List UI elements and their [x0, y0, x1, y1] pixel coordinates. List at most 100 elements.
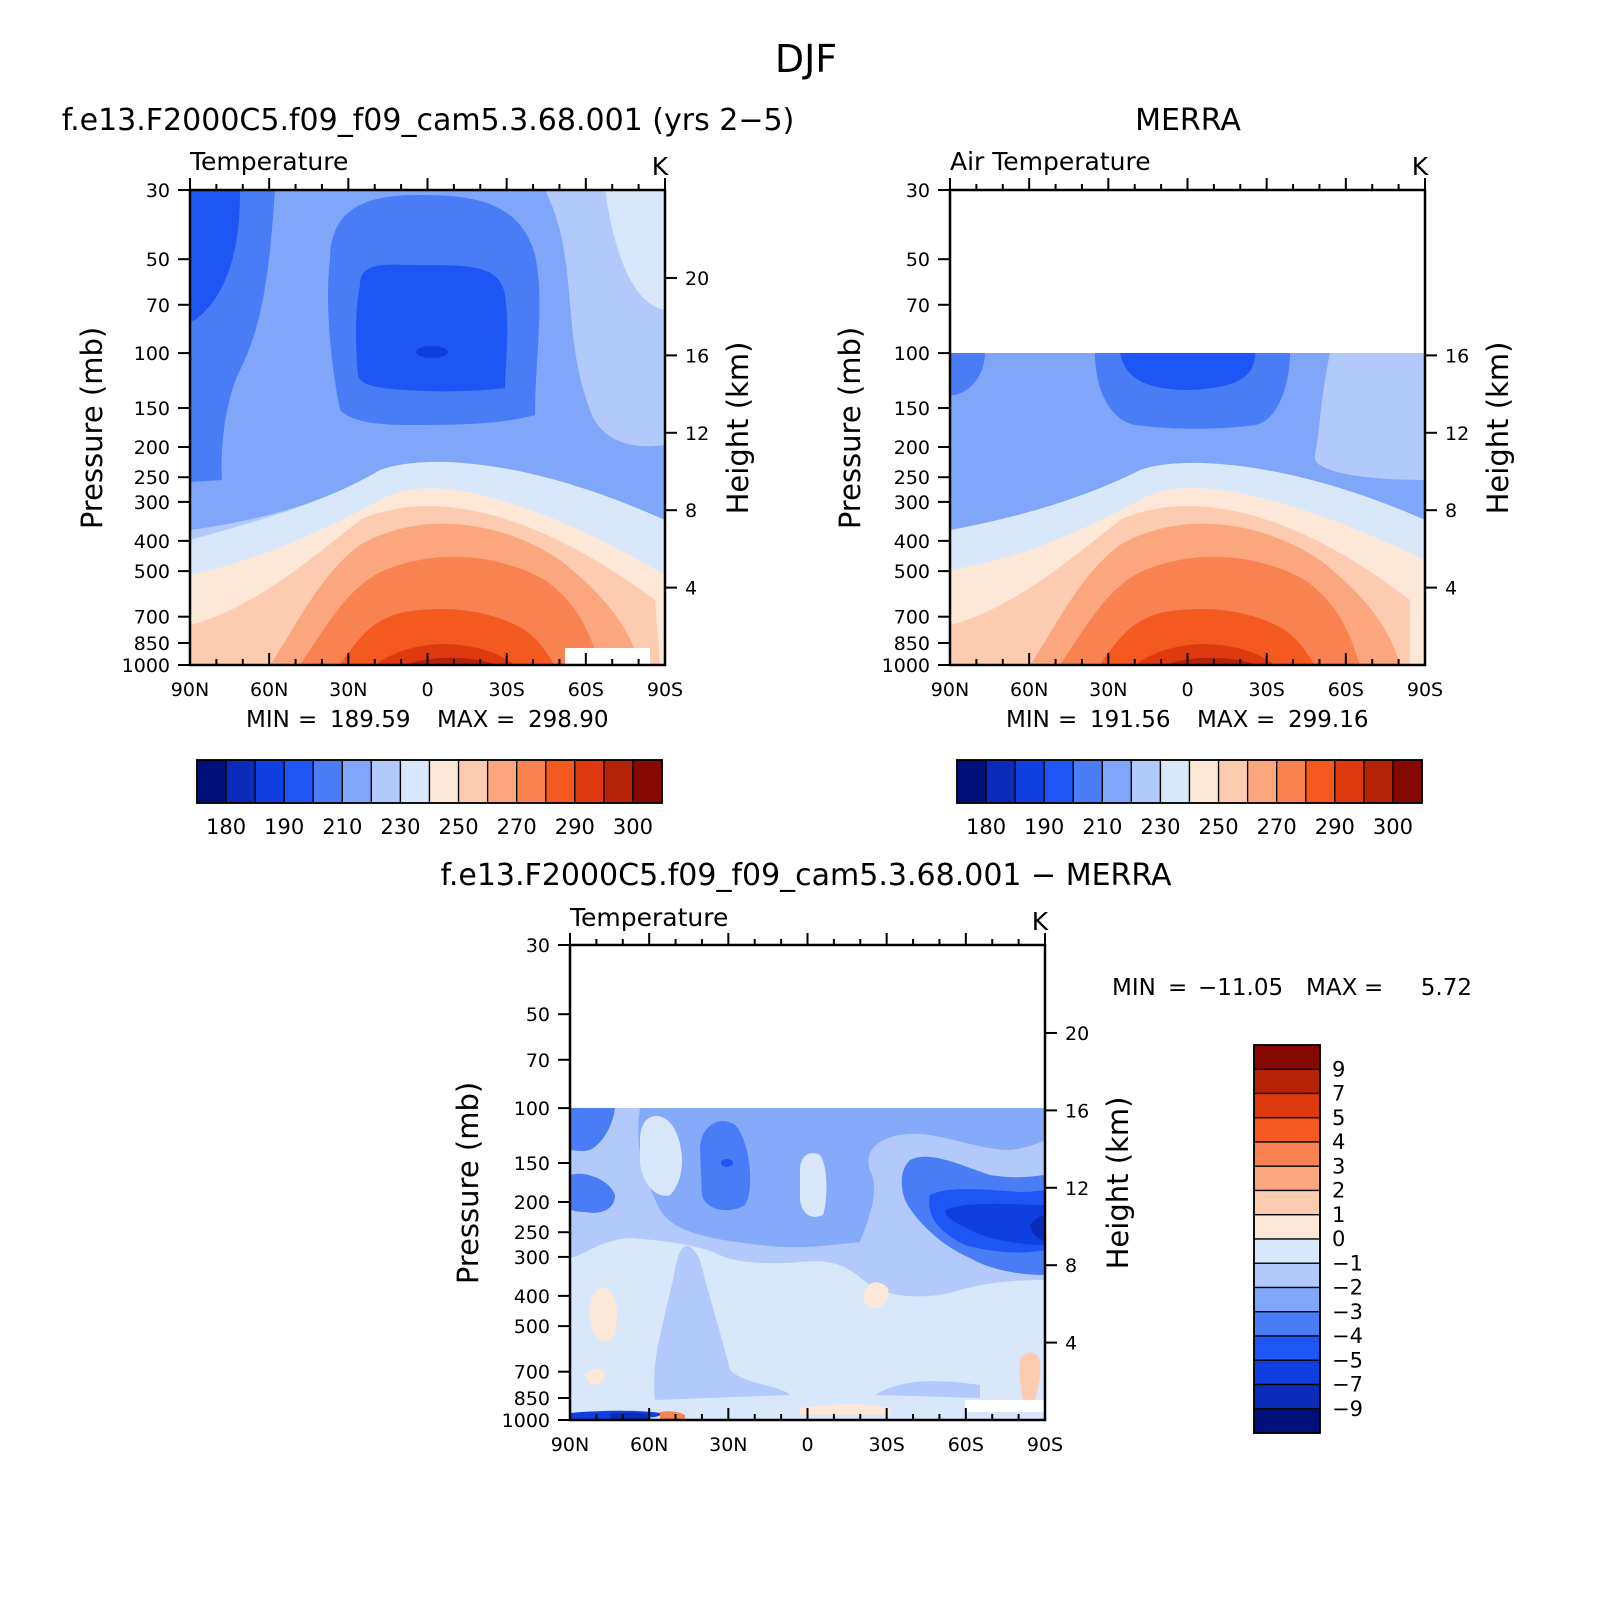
colorbar-swatch [283, 759, 314, 804]
colorbar-swatch [1253, 1092, 1321, 1119]
panel-diff-min-label: MIN [1112, 975, 1156, 1001]
y-tick-label: 300 [894, 492, 930, 514]
colorbar-swatch [1014, 759, 1045, 804]
colorbar-label: 2 [1332, 1179, 1345, 1203]
y-tick-label: 70 [906, 295, 930, 317]
colorbar-swatch [1253, 1068, 1321, 1095]
colorbar-label: 230 [380, 815, 420, 839]
y-tick-label: 850 [134, 633, 170, 655]
x-tick-label: 0 [801, 1434, 813, 1456]
colorbar-swatch [225, 759, 256, 804]
height-tick-label: 12 [1445, 423, 1469, 445]
panel-obs-ylabel-right: Height (km) [1481, 342, 1515, 515]
colorbar-label: −9 [1332, 1397, 1363, 1421]
colorbar-label: 9 [1332, 1057, 1345, 1081]
panel-obs-max-eq: = [1256, 707, 1275, 733]
panel-model-field [190, 190, 665, 665]
colorbar-swatch [1188, 759, 1220, 804]
panel-diff-ylabel-right: Height (km) [1101, 1097, 1135, 1270]
colorbar-swatch [312, 759, 343, 804]
colorbar-swatch [1253, 1335, 1321, 1361]
panel-model-ylabel-right: Height (km) [721, 342, 755, 515]
height-tick-label: 12 [685, 423, 709, 445]
colorbar-swatch [1130, 759, 1162, 804]
colorbar-swatch [1253, 1383, 1321, 1410]
height-tick-label: 8 [1065, 1255, 1077, 1277]
panel-model: f.e13.F2000C5.f09_f09_cam5.3.68.001 (yrs… [62, 103, 795, 839]
colorbar-label: −3 [1332, 1300, 1363, 1324]
colorbar-label: 190 [1024, 815, 1064, 839]
colorbar-swatch [1253, 1408, 1321, 1434]
panel-diff-title: f.e13.F2000C5.f09_f09_cam5.3.68.001 − ME… [440, 858, 1172, 893]
panel-obs-min-eq: = [1058, 707, 1077, 733]
colorbar-swatch [1334, 759, 1365, 804]
panel-obs-variable: Air Temperature [950, 147, 1151, 176]
colorbar-swatch [1217, 759, 1249, 804]
colorbar-label: 0 [1332, 1227, 1345, 1251]
colorbar-swatch [486, 759, 518, 804]
colorbar-swatch [1246, 759, 1278, 804]
colorbar-label: 250 [439, 815, 479, 839]
panel-diff-units: K [1032, 907, 1049, 936]
x-tick-label: 90N [171, 679, 209, 701]
colorbar-swatch [956, 759, 987, 804]
colorbar-label: 300 [613, 815, 653, 839]
y-tick-label: 250 [894, 467, 930, 489]
y-tick-label: 300 [514, 1247, 550, 1269]
panel-model-min: 189.59 [330, 707, 410, 733]
colorbar-label: 5 [1332, 1106, 1345, 1130]
x-tick-label: 0 [1181, 679, 1193, 701]
colorbar-label: 250 [1199, 815, 1239, 839]
colorbar-swatch [574, 759, 605, 804]
colorbar-swatch [254, 759, 285, 804]
colorbar-swatch [1159, 759, 1191, 804]
y-tick-label: 500 [134, 561, 170, 583]
y-tick-label: 200 [134, 437, 170, 459]
panel-obs-min: 191.56 [1090, 707, 1170, 733]
y-tick-label: 50 [146, 249, 170, 271]
height-tick-label: 16 [1445, 345, 1469, 367]
colorbar-swatch [1276, 759, 1307, 804]
panel-diff-axes: 90N 60N 30N 0 30S 60S 90S 30 50 70 100 150 200 250 300… [502, 933, 1089, 1456]
height-tick-label: 20 [685, 268, 709, 290]
colorbar-label: 180 [206, 815, 246, 839]
panel-diff-max: 5.72 [1421, 975, 1472, 1001]
y-tick-label: 100 [134, 343, 170, 365]
height-tick-label: 20 [1065, 1023, 1089, 1045]
height-tick-label: 8 [1445, 500, 1457, 522]
y-tick-label: 1000 [502, 1410, 550, 1432]
colorbar-swatch [1072, 759, 1103, 804]
colorbar-swatch [1253, 1286, 1321, 1313]
colorbar-label: −7 [1332, 1373, 1363, 1397]
colorbar-label: 190 [264, 815, 304, 839]
panel-model-colorbar: 180 190 210 230 250 270 290 300 [196, 759, 663, 839]
colorbar-frame [956, 759, 1423, 804]
colorbar-label: 290 [555, 815, 595, 839]
panel-obs-colorbar: 180 190 210 230 250 270 290 300 [956, 759, 1423, 839]
colorbar-swatch [1253, 1214, 1321, 1240]
panel-model-max-label: MAX [437, 707, 489, 733]
height-tick-label: 16 [1065, 1100, 1089, 1122]
colorbar-swatch [370, 759, 402, 804]
x-tick-label: 60S [568, 679, 604, 701]
panel-diff-variable: Temperature [569, 903, 728, 932]
colorbar-label: −5 [1332, 1348, 1363, 1372]
colorbar-frame [1253, 1044, 1321, 1434]
colorbar-swatch [1253, 1311, 1321, 1337]
colorbar-label: 270 [1257, 815, 1297, 839]
colorbar-label: 1 [1332, 1203, 1345, 1227]
x-tick-label: 90S [1407, 679, 1443, 701]
colorbar-swatch [1253, 1141, 1321, 1167]
colorbar-swatch [457, 759, 489, 804]
y-tick-label: 50 [906, 249, 930, 271]
height-tick-label: 12 [1065, 1178, 1089, 1200]
y-tick-label: 250 [514, 1222, 550, 1244]
colorbar-swatch [1305, 759, 1336, 804]
x-tick-label: 90N [931, 679, 969, 701]
colorbar-swatch [632, 759, 663, 804]
colorbar-swatch [545, 759, 576, 804]
colorbar-swatch [196, 759, 227, 804]
colorbar-swatch [1253, 1044, 1321, 1070]
colorbar-label: 270 [497, 815, 537, 839]
